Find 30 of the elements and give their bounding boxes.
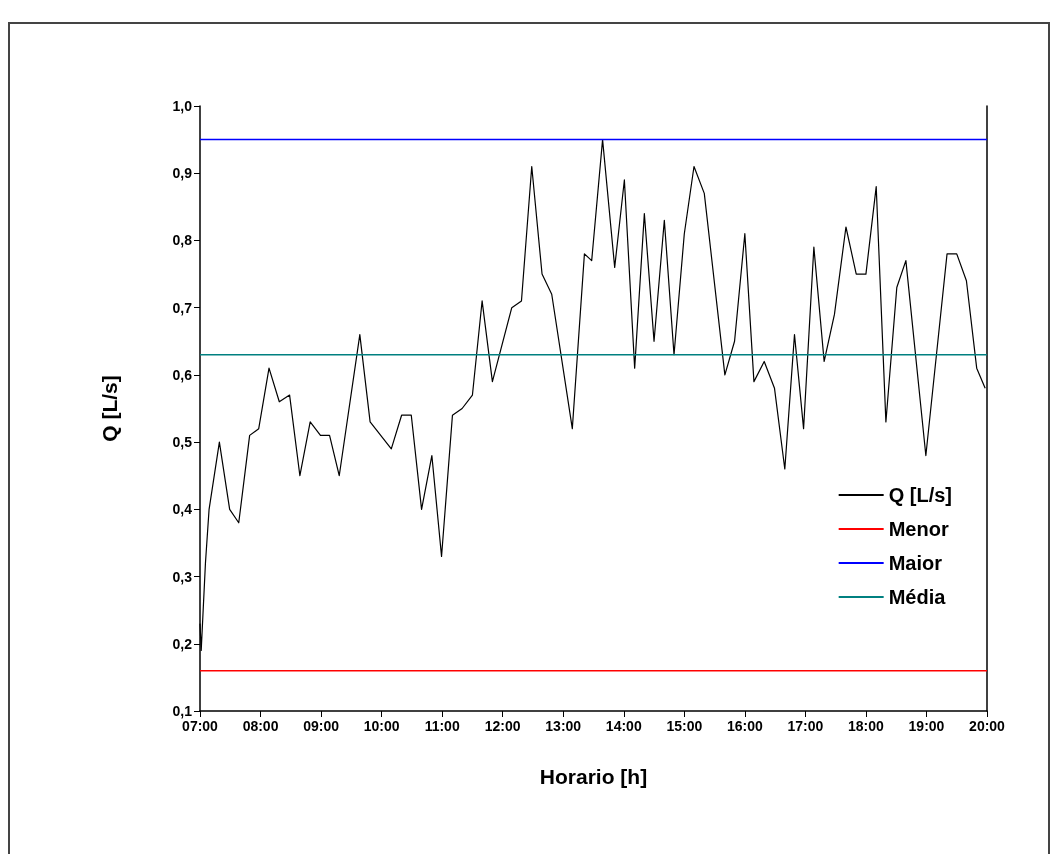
x-tick-label: 13:00 [545,718,582,734]
y-tick-label: 0,9 [172,165,193,182]
x-tick-label: 09:00 [303,718,340,734]
x-tick-label: 14:00 [605,718,642,734]
y-tick-label: 0,2 [172,635,193,652]
x-tick-label: 16:00 [726,718,763,734]
y-axis-title: Q [L/s] [98,375,121,442]
x-axis-title: Horario [h] [539,765,648,788]
x-tick-label: 15:00 [666,718,703,734]
x-tick-label: 07:00 [182,718,219,734]
x-tick-label: 11:00 [424,718,460,734]
y-tick-label: 1,0 [172,98,193,114]
x-tick-label: 10:00 [363,718,400,734]
y-tick-label: 0,3 [172,568,193,585]
legend-label: Q [L/s] [888,484,953,506]
y-tick-label: 0,6 [172,366,193,383]
y-tick-label: 0,5 [172,434,193,451]
x-tick-label: 19:00 [908,718,945,734]
x-tick-label: 20:00 [969,718,1006,734]
legend-label: Média [888,586,947,608]
x-tick-label: 08:00 [242,718,279,734]
y-tick-label: 0,7 [172,299,193,316]
y-tick-label: 0,4 [172,501,193,518]
y-tick-label: 0,1 [172,703,193,719]
x-tick-label: 17:00 [787,718,824,734]
legend-label: Maior [888,552,943,574]
x-tick-label: 18:00 [848,718,885,734]
y-tick-label: 0,8 [172,232,193,249]
legend-label: Menor [888,518,949,540]
x-tick-label: 12:00 [484,718,521,734]
